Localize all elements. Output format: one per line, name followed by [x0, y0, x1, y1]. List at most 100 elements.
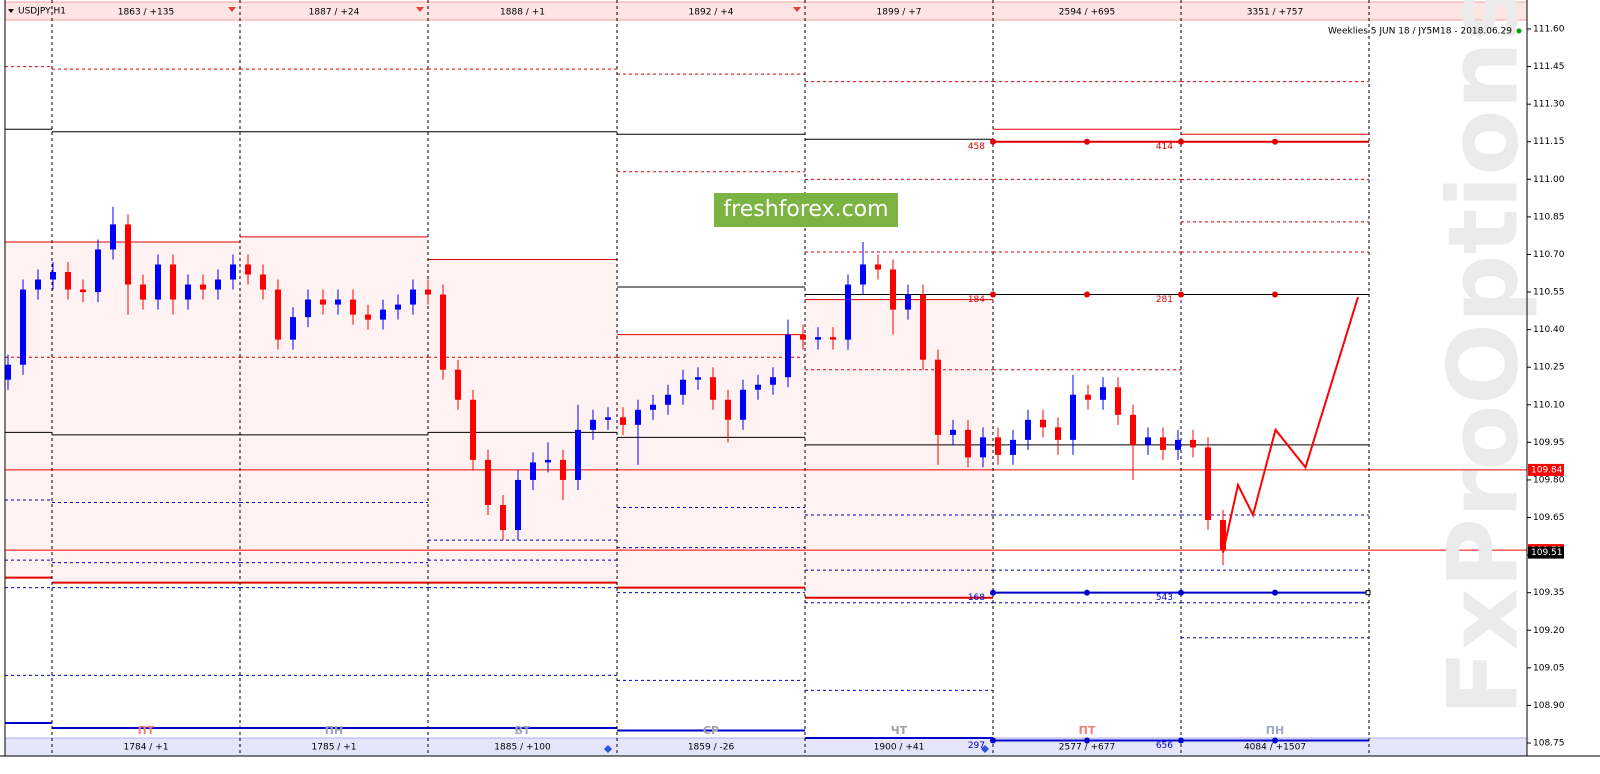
- candle-body: [530, 462, 536, 480]
- candle-body: [1130, 414, 1136, 445]
- candle-body: [545, 459, 551, 463]
- y-tick-label: 108.75: [1533, 739, 1565, 749]
- candle-body: [1145, 437, 1151, 445]
- y-tick-label: 109.80: [1533, 475, 1565, 485]
- pivot-label: 543: [1156, 593, 1173, 603]
- candle-body: [605, 417, 611, 420]
- candle-body: [890, 269, 896, 310]
- menu-arrow[interactable]: [8, 9, 14, 13]
- candle-body: [725, 399, 731, 420]
- logo: freshforex.com: [723, 197, 888, 222]
- day-label: ПТ: [138, 724, 155, 737]
- candle-body: [560, 459, 566, 480]
- pivot-dot: [990, 589, 996, 596]
- pivot-dot: [1084, 291, 1090, 298]
- candle-body: [1010, 439, 1016, 455]
- pivot-label: 168: [968, 593, 985, 603]
- candle-body: [1175, 439, 1181, 450]
- candle-body: [455, 369, 461, 400]
- pivot-label: 281: [1156, 295, 1173, 305]
- pivot-dot: [1178, 138, 1184, 145]
- y-tick-label: 108.90: [1533, 701, 1565, 711]
- candle-body: [215, 279, 221, 290]
- candle-body: [185, 284, 191, 300]
- candle-body: [290, 317, 296, 340]
- zone: [428, 259, 617, 583]
- candle-body: [125, 224, 131, 285]
- candle-body: [260, 274, 266, 290]
- candle-body: [935, 359, 941, 435]
- candle-body: [470, 399, 476, 460]
- candle-body: [380, 309, 386, 320]
- candle-body: [170, 264, 176, 300]
- candle-body: [1085, 394, 1091, 400]
- y-tick-label: 111.15: [1533, 137, 1565, 147]
- candle-body: [620, 417, 626, 425]
- pivot-dot: [1178, 291, 1184, 298]
- y-tick-label: 109.20: [1533, 626, 1565, 636]
- pivot-dot: [1084, 589, 1090, 596]
- logo-box: [714, 193, 898, 227]
- candle-body: [305, 299, 311, 318]
- candle-body: [155, 264, 161, 300]
- candle-body: [980, 437, 986, 458]
- candle-body: [410, 289, 416, 305]
- pivot-dot: [1272, 291, 1278, 298]
- pivot-dot: [1272, 138, 1278, 145]
- zone: [805, 299, 993, 598]
- top-stat: 1899 / +7: [877, 8, 922, 18]
- bottom-stat: 1885 / +100: [494, 743, 551, 753]
- candle-body: [20, 289, 26, 365]
- price-tag: [1528, 463, 1564, 476]
- candle-body: [575, 429, 581, 480]
- pivot-dot: [1272, 589, 1278, 596]
- y-tick-label: 110.25: [1533, 363, 1565, 373]
- y-tick-label: 109.05: [1533, 663, 1565, 673]
- candle-body: [1040, 419, 1046, 428]
- candle-body: [320, 299, 326, 305]
- end-marker: [1365, 590, 1371, 596]
- candle-body: [920, 294, 926, 360]
- top-stat: 3351 / +757: [1247, 8, 1303, 18]
- candle-body: [740, 389, 746, 420]
- candle-body: [815, 337, 821, 340]
- day-label: ВТ: [515, 724, 531, 737]
- candle-body: [1115, 387, 1121, 415]
- candle-body: [80, 289, 86, 293]
- candle-body: [695, 377, 701, 380]
- candle-body: [1025, 419, 1031, 440]
- y-tick-label: 110.55: [1533, 288, 1565, 298]
- candle-body: [650, 404, 656, 410]
- candle-body: [710, 377, 716, 400]
- candle-body: [590, 419, 596, 430]
- zone: [5, 241, 52, 578]
- pivot-label: 297: [968, 741, 985, 751]
- candle-body: [140, 284, 146, 300]
- pivot-label: 656: [1156, 741, 1173, 751]
- candle-body: [1190, 439, 1196, 448]
- candle-body: [1070, 394, 1076, 440]
- pivot-dot: [990, 138, 996, 145]
- bottom-stat: 1785 / +1: [312, 743, 357, 753]
- price-tag-label: 109.51: [1531, 548, 1563, 558]
- day-label: ПН: [325, 724, 343, 737]
- day-label: СР: [703, 724, 719, 737]
- pivot-dot: [1178, 589, 1184, 596]
- top-stat: 1863 / +135: [118, 8, 174, 18]
- candle-body: [440, 294, 446, 370]
- candle-body: [800, 334, 806, 340]
- top-stat: 1892 / +4: [689, 8, 734, 18]
- zone: [617, 334, 805, 588]
- candle-body: [335, 299, 341, 305]
- candle-body: [230, 264, 236, 280]
- candle-body: [110, 224, 116, 250]
- candle-body: [950, 429, 956, 435]
- pivot-dot: [1084, 737, 1090, 744]
- candle-body: [635, 409, 641, 425]
- y-tick-label: 109.35: [1533, 588, 1565, 598]
- bottom-stat: 1859 / -26: [688, 743, 735, 753]
- y-tick-label: 109.95: [1533, 438, 1565, 448]
- candle-body: [1220, 520, 1226, 551]
- top-stat: 1887 / +24: [309, 8, 360, 18]
- candle-body: [515, 479, 521, 531]
